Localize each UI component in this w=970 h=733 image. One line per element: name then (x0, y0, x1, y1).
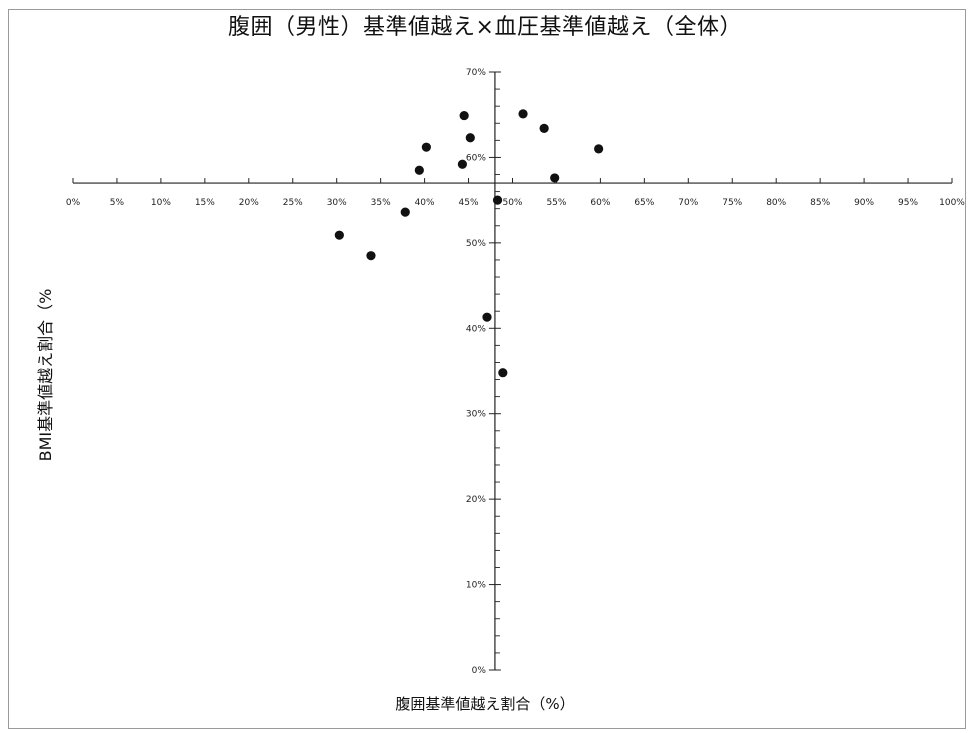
y-tick-label: 40% (466, 324, 486, 334)
data-point (518, 109, 528, 119)
x-tick-label: 15% (195, 198, 215, 208)
x-tick-label: 10% (151, 198, 171, 208)
y-tick-label: 20% (466, 495, 486, 505)
data-point (539, 123, 549, 133)
x-tick-label: 20% (239, 198, 259, 208)
y-tick-label: 50% (466, 239, 486, 249)
x-tick-label: 30% (327, 198, 347, 208)
data-point (465, 133, 475, 143)
x-tick-label: 65% (634, 198, 654, 208)
x-tick-label: 45% (459, 198, 479, 208)
x-tick-label: 95% (898, 198, 918, 208)
data-point (457, 159, 467, 169)
x-tick-label: 75% (722, 198, 742, 208)
x-tick-label: 80% (766, 198, 786, 208)
x-tick-label: 5% (110, 198, 125, 208)
x-tick-label: 55% (546, 198, 566, 208)
chart-frame (8, 9, 966, 729)
x-tick-label: 70% (678, 198, 698, 208)
x-tick-label: 50% (502, 198, 522, 208)
data-point (492, 195, 503, 205)
x-tick-label: 90% (854, 198, 874, 208)
x-tick-label: 60% (590, 198, 610, 208)
x-tick-label: 40% (415, 198, 435, 208)
y-tick-label: 30% (466, 410, 486, 420)
data-point (414, 165, 424, 175)
data-point (498, 368, 508, 378)
data-point (482, 312, 492, 322)
data-point (400, 207, 410, 217)
y-tick-label: 0% (472, 666, 487, 676)
x-tick-label: 0% (66, 198, 81, 208)
data-point (550, 173, 560, 183)
y-tick-label: 10% (466, 581, 486, 591)
y-tick-label: 70% (466, 68, 486, 78)
data-point (334, 230, 344, 240)
x-tick-label: 25% (283, 198, 303, 208)
x-axis-label: 腹囲基準値越え割合（%） (395, 695, 575, 713)
data-point (459, 110, 469, 121)
x-tick-label: 85% (810, 198, 830, 208)
x-tick-label: 35% (371, 198, 391, 208)
x-tick-label: 100% (939, 198, 965, 208)
chart-title: 腹囲（男性）基準値越え×血圧基準値越え（全体） (228, 15, 742, 40)
y-tick-label: 60% (466, 153, 486, 163)
data-point (366, 251, 376, 261)
data-point (594, 144, 604, 154)
data-point (421, 142, 431, 152)
